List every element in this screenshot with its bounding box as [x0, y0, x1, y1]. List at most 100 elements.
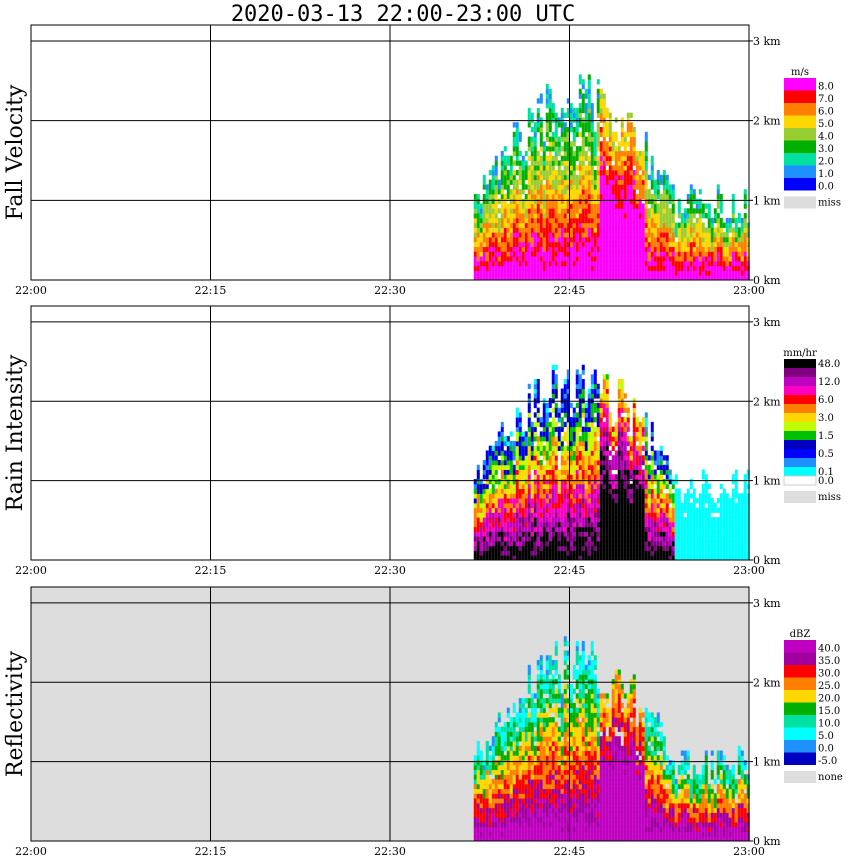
- echo-cell: [746, 531, 750, 537]
- echo-cell: [629, 189, 633, 195]
- echo-cell: [728, 545, 732, 551]
- echo-cell: [698, 222, 702, 228]
- echo-cell: [605, 131, 609, 138]
- echo-cell: [722, 493, 726, 499]
- echo-cell: [542, 450, 546, 456]
- echo-cell: [629, 445, 633, 451]
- echo-cell: [728, 260, 732, 267]
- echo-cell: [704, 550, 708, 556]
- echo-cell: [608, 155, 612, 161]
- echo-cell: [596, 98, 600, 104]
- echo-cell: [521, 540, 525, 547]
- echo-cell: [734, 502, 738, 509]
- echo-cell: [617, 502, 621, 509]
- echo-cell: [554, 450, 558, 456]
- echo-cell: [485, 779, 489, 785]
- echo-cell: [617, 393, 621, 399]
- echo-cell: [686, 193, 690, 200]
- echo-cell: [539, 155, 543, 161]
- echo-cell: [596, 388, 600, 394]
- echo-cell: [620, 275, 624, 281]
- echo-cell: [644, 517, 648, 523]
- echo-cell: [518, 179, 522, 185]
- echo-cell: [581, 398, 585, 404]
- echo-cell: [713, 213, 717, 219]
- echo-cell: [485, 198, 489, 204]
- echo-cell: [509, 488, 513, 494]
- echo-cell: [500, 464, 504, 471]
- echo-cell: [485, 493, 489, 499]
- echo-cell: [689, 189, 693, 195]
- echo-cell: [575, 184, 579, 190]
- echo-cell: [482, 246, 486, 252]
- echo-cell: [731, 540, 735, 547]
- echo-cell: [554, 136, 558, 142]
- echo-cell: [602, 374, 606, 380]
- echo-cell: [590, 184, 594, 190]
- echo-cell: [743, 526, 747, 532]
- echo-cell: [743, 193, 747, 200]
- echo-cell: [509, 265, 513, 271]
- echo-cell: [665, 256, 669, 262]
- echo-cell: [605, 498, 609, 504]
- echo-cell: [641, 445, 645, 451]
- echo-cell: [536, 265, 540, 271]
- echo-cell: [659, 531, 663, 537]
- echo-cell: [659, 198, 663, 204]
- echo-cell: [602, 198, 606, 204]
- echo-cell: [503, 740, 507, 747]
- echo-cell: [632, 275, 636, 281]
- echo-cell: [578, 436, 582, 442]
- echo-cell: [482, 760, 486, 766]
- echo-cell: [518, 502, 522, 509]
- echo-cell: [587, 155, 591, 161]
- echo-cell: [578, 545, 582, 551]
- echo-cell: [482, 802, 486, 809]
- echo-cell: [686, 507, 690, 513]
- echo-cell: [650, 217, 654, 224]
- echo-cell: [641, 536, 645, 542]
- echo-cell: [593, 150, 597, 157]
- echo-cell: [632, 502, 636, 509]
- echo-cell: [638, 507, 642, 513]
- echo-cell: [653, 540, 657, 547]
- echo-cell: [494, 769, 498, 775]
- echo-cell: [557, 407, 561, 413]
- echo-cell: [608, 540, 612, 547]
- echo-cell: [722, 555, 726, 561]
- echo-cell: [665, 241, 669, 248]
- echo-cell: [701, 536, 705, 542]
- echo-cell: [500, 779, 504, 785]
- echo-cell: [515, 260, 519, 267]
- echo-cell: [509, 536, 513, 542]
- echo-cell: [617, 545, 621, 551]
- echo-cell: [518, 498, 522, 504]
- echo-cell: [521, 275, 525, 281]
- echo-cell: [572, 498, 576, 504]
- echo-cell: [623, 469, 627, 475]
- echo-cell: [632, 170, 636, 176]
- echo-cell: [656, 236, 660, 243]
- echo-cell: [530, 436, 534, 442]
- echo-cell: [596, 141, 600, 147]
- echo-cell: [710, 507, 714, 513]
- echo-cell: [503, 783, 507, 790]
- echo-cell: [635, 464, 639, 471]
- echo-cell: [503, 764, 507, 771]
- echo-cell: [482, 232, 486, 238]
- echo-cell: [662, 270, 666, 276]
- echo-cell: [608, 531, 612, 537]
- echo-cell: [632, 174, 636, 181]
- echo-cell: [635, 479, 639, 485]
- echo-cell: [665, 193, 669, 200]
- echo-cell: [584, 246, 588, 252]
- echo-cell: [644, 436, 648, 442]
- echo-cell: [671, 193, 675, 200]
- echo-cell: [521, 246, 525, 252]
- echo-cell: [527, 550, 531, 556]
- echo-cell: [485, 479, 489, 485]
- echo-cell: [572, 136, 576, 142]
- echo-cell: [479, 479, 483, 485]
- echo-cell: [479, 807, 483, 813]
- echo-cell: [584, 227, 588, 233]
